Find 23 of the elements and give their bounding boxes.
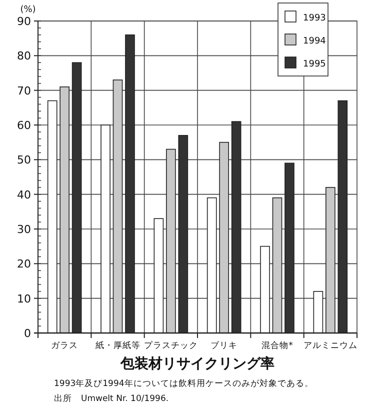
x-tick-label: 紙・厚紙等 (95, 340, 140, 351)
y-tick-label: 40 (17, 188, 31, 202)
y-tick-label: 20 (17, 258, 31, 271)
text: 1993年及び1994年については飲料用ケースのみが対象である。 (54, 378, 314, 389)
y-tick-label: 50 (17, 154, 31, 167)
y-tick-label: 70 (17, 84, 31, 98)
legend-label: 1995 (303, 60, 326, 70)
y-tick-label: 10 (17, 292, 31, 306)
text: 包装材リサイクリング率 (120, 355, 274, 372)
x-tick-label: 混合物* (262, 340, 293, 351)
y-tick-label: 30 (17, 223, 31, 236)
text: 出所 Umwelt Nr. 10/1996. (54, 393, 169, 404)
legend-label: 1993 (303, 14, 326, 24)
legend-label: 1994 (303, 36, 326, 46)
x-tick-label: ブリキ (210, 340, 238, 351)
y-axis-title: (%) (20, 5, 36, 15)
y-tick-label: 60 (17, 119, 31, 132)
y-tick-label: 80 (17, 50, 31, 63)
x-tick-label: プラスチック (144, 340, 198, 351)
x-tick-label: アルミニウム (303, 341, 358, 351)
x-tick-label: ガラス (51, 341, 78, 351)
y-tick-label: 0 (24, 327, 31, 340)
y-tick-label: 90 (17, 15, 31, 28)
